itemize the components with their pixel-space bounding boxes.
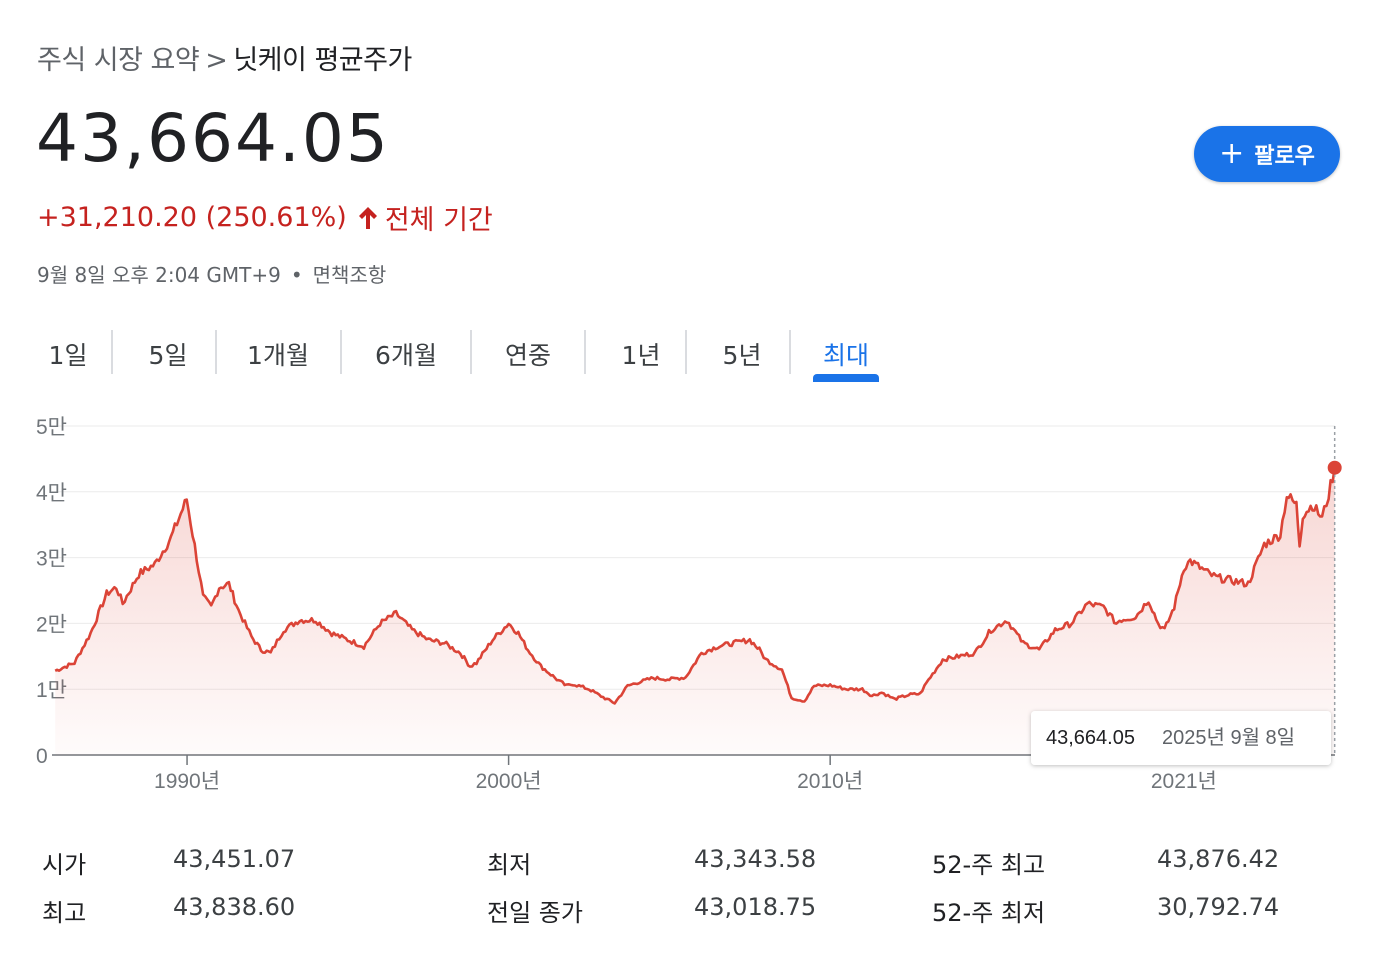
price-change: +31,210.20 (250.61%) 전체 기간 xyxy=(37,198,493,237)
timestamp: 9월 8일 오후 2:04 GMT+9 xyxy=(37,263,281,287)
y-tick-label: 5만 xyxy=(36,416,67,439)
stat-value-high: 43,838.60 xyxy=(173,893,296,921)
tab-divider xyxy=(685,330,687,374)
stat-value-52w-low: 30,792.74 xyxy=(1157,893,1280,921)
breadcrumb-current: 닛케이 평균주가 xyxy=(233,45,412,76)
tab-divider xyxy=(215,330,217,374)
y-tick-label: 3만 xyxy=(36,548,67,571)
disclaimer-link[interactable]: 면책조항 xyxy=(312,263,387,287)
tab-6m[interactable]: 6개월 xyxy=(375,341,437,370)
tab-ytd[interactable]: 연중 xyxy=(504,341,551,370)
tab-divider xyxy=(584,330,586,374)
tooltip-value: 43,664.05 xyxy=(1046,727,1135,749)
stat-value-prev-close: 43,018.75 xyxy=(694,893,817,921)
x-axis: 1990년 2000년 2010년 2021년 xyxy=(154,755,1217,793)
current-point-marker xyxy=(1327,460,1342,475)
stat-label-52w-high: 52-주 최고 xyxy=(932,851,1046,879)
stats-table: 시가 43,451.07 최고 43,838.60 최저 43,343.58 전… xyxy=(0,835,1378,935)
change-value: +31,210.20 (250.61%) xyxy=(37,202,347,233)
stat-value-open: 43,451.07 xyxy=(173,845,296,873)
y-tick-label: 2만 xyxy=(36,613,67,636)
y-tick-label: 0 xyxy=(36,745,48,768)
tab-divider xyxy=(789,330,791,374)
current-price: 43,664.05 xyxy=(36,100,390,177)
x-tick-label: 2021년 xyxy=(1151,770,1217,793)
tab-divider xyxy=(340,330,342,374)
plus-icon: + xyxy=(1219,136,1245,171)
arrow-up-icon xyxy=(357,205,379,231)
chart-tooltip: 43,664.05 2025년 9월 8일 xyxy=(1031,711,1331,765)
breadcrumb-separator: > xyxy=(205,45,228,76)
price-area xyxy=(55,467,1335,755)
stat-label-high: 최고 xyxy=(42,899,87,927)
tooltip-date: 2025년 9월 8일 xyxy=(1162,726,1295,749)
breadcrumb: 주식 시장 요약 > 닛케이 평균주가 xyxy=(37,38,412,77)
x-tick-label: 2010년 xyxy=(797,770,863,793)
tab-divider xyxy=(470,330,472,374)
tab-1d[interactable]: 1일 xyxy=(48,341,88,370)
x-tick-label: 1990년 xyxy=(154,770,220,793)
y-tick-label: 4만 xyxy=(36,482,67,505)
stat-value-52w-high: 43,876.42 xyxy=(1157,845,1280,873)
follow-button-label: 팔로우 xyxy=(1254,144,1315,169)
tab-5d[interactable]: 5일 xyxy=(148,341,188,370)
tab-divider xyxy=(111,330,113,374)
quote-meta: 9월 8일 오후 2:04 GMT+9 • 면책조항 xyxy=(37,259,386,288)
tooltip-box xyxy=(1031,711,1331,765)
x-tick-label: 2000년 xyxy=(476,770,542,793)
tab-1m[interactable]: 1개월 xyxy=(247,341,309,370)
stat-label-low: 최저 xyxy=(487,851,532,879)
tab-5y[interactable]: 5년 xyxy=(722,341,762,370)
stat-label-open: 시가 xyxy=(42,851,87,879)
stat-label-52w-low: 52-주 최저 xyxy=(932,899,1046,927)
price-line xyxy=(54,467,1336,705)
active-tab-indicator xyxy=(813,374,879,382)
tab-1y[interactable]: 1년 xyxy=(621,341,661,370)
stat-label-prev-close: 전일 종가 xyxy=(487,899,583,927)
meta-separator: • xyxy=(290,263,303,287)
change-period: 전체 기간 xyxy=(384,205,493,236)
breadcrumb-root-link[interactable]: 주식 시장 요약 xyxy=(37,45,200,76)
tab-max[interactable]: 최대 xyxy=(822,341,869,370)
follow-button[interactable]: + 팔로우 xyxy=(1194,126,1340,182)
stat-value-low: 43,343.58 xyxy=(694,845,817,873)
